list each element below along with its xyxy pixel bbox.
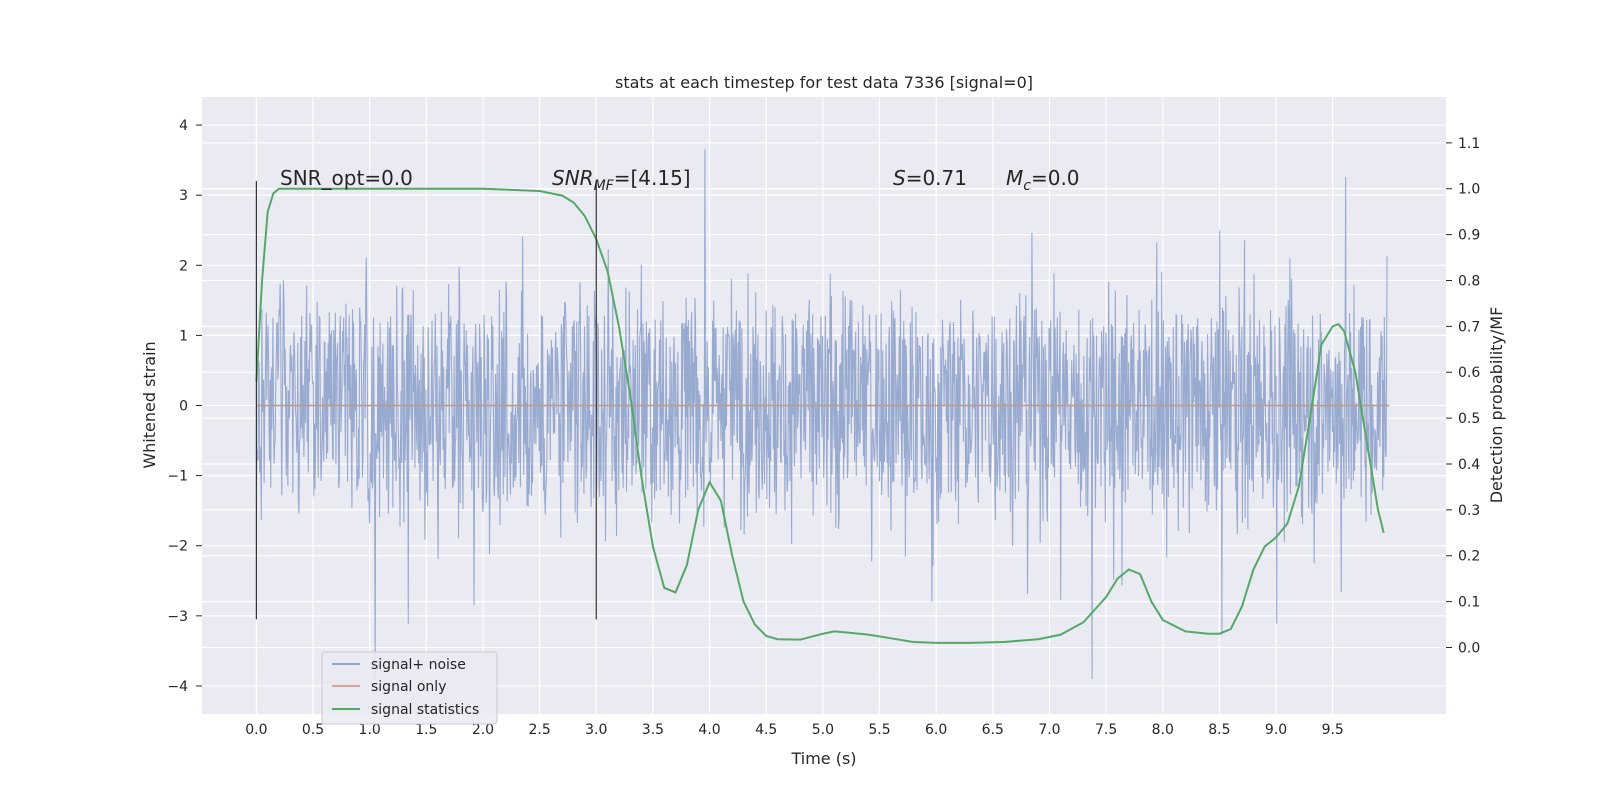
y2-tick-label: 0.2 [1458,549,1480,565]
x-tick-label: 1.5 [415,722,437,738]
x-tick-label: 2.5 [528,722,550,738]
legend-box [321,651,498,725]
y2-tick-label: 0.3 [1458,503,1480,519]
x-tick-label: 0.0 [245,722,267,738]
x-tick-label: 4.0 [698,722,720,738]
vertical-markers [255,181,597,620]
s-value: =0.71 [906,166,967,190]
y-tick-label: 0 [179,399,188,415]
y-axis-label: Whitened strain [140,341,159,468]
y2-tick-label: 0.0 [1458,640,1480,656]
y2-tick-label: 1.1 [1458,136,1480,152]
snr-mf-value: =[4.15] [614,166,691,190]
chart-title: stats at each timestep for test data 733… [615,73,1033,92]
y-tick-label: −3 [167,609,188,625]
x-tick-label: 0.5 [302,722,324,738]
s-symbol: S [893,166,906,190]
annotation-s: S=0.71 [893,166,967,190]
x-tick-label: 2.0 [472,722,494,738]
snr-mf-prefix: SNR [552,166,594,190]
x-tick-label: 7.0 [1038,722,1060,738]
series-signal-statistics-line [255,187,1385,644]
x-tick-label: 3.0 [585,722,607,738]
annotation-mc: Mc=0.0 [1006,166,1080,194]
ticks: 0.0 0.5 1.0 1.5 2.0 2.5 3.0 3.5 4.0 4.5 5.0 5.5 6.0 6… [167,118,1480,738]
y-tick-label: 4 [179,118,188,134]
x-tick-label: 4.5 [755,722,777,738]
legend-label-signal-statistics: signal statistics [371,702,479,718]
y-tick-label: −2 [167,539,188,555]
x-tick-label: 9.0 [1265,722,1287,738]
legend-label-signal-only: signal only [371,679,446,695]
x-tick-label: 3.5 [642,722,664,738]
mc-sub: c [1023,178,1031,194]
annotation-snr-opt: SNR_opt=0.0 [280,166,413,190]
x-axis-label: Time (s) [790,749,856,768]
mc-symbol: M [1006,166,1023,190]
x-tick-label: 6.0 [925,722,947,738]
y-tick-label: 2 [179,258,188,274]
legend-label-signal-noise: signal+ noise [371,657,466,673]
y2-tick-label: 0.1 [1458,595,1480,611]
mc-value: =0.0 [1031,166,1080,190]
x-tick-label: 9.5 [1322,722,1344,738]
plot-series [255,149,1390,679]
y2-axis-label: Detection probability/MF [1487,307,1506,504]
y-tick-label: −1 [167,469,188,485]
y2-tick-label: 0.4 [1458,457,1480,473]
y-tick-label: −4 [167,679,188,695]
x-tick-label: 8.0 [1152,722,1174,738]
legend: signal+ noise signal only signal statist… [321,651,498,725]
y2-tick-label: 0.7 [1458,319,1480,335]
x-tick-label: 5.0 [812,722,834,738]
x-tick-label: 1.0 [359,722,381,738]
y2-tick-label: 0.9 [1458,228,1480,244]
y-tick-label: 1 [179,328,188,344]
snr-mf-sub: MF [594,178,615,194]
x-tick-label: 8.5 [1208,722,1230,738]
y2-tick-label: 1.0 [1458,182,1480,198]
x-tick-label: 5.5 [868,722,890,738]
x-tick-label: 7.5 [1095,722,1117,738]
annotation-snr-mf: SNRMF=[4.15] [552,166,691,194]
series-signal-noise-line [255,149,1388,679]
y2-tick-label: 0.6 [1458,365,1480,381]
y-tick-label: 3 [179,188,188,204]
x-tick-label: 6.5 [982,722,1004,738]
y2-tick-label: 0.8 [1458,273,1480,289]
y2-tick-label: 0.5 [1458,411,1480,427]
